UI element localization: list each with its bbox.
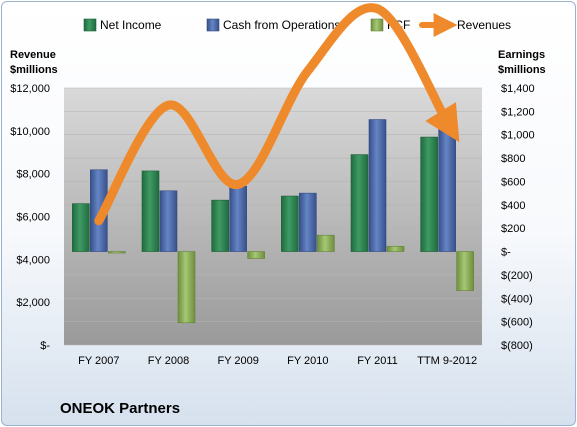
- bar-fcf: [247, 251, 265, 259]
- bar-fcf: [177, 251, 196, 324]
- legend: Net Income Cash from Operations FCF Reve…: [83, 13, 511, 37]
- right-tick-label: $-: [501, 247, 511, 259]
- revenue-point: [446, 121, 448, 123]
- category-label: FY 2011: [357, 355, 398, 367]
- bar-net-income: [350, 154, 369, 252]
- revenue-line: [94, 3, 460, 226]
- bar-net-income: [281, 195, 299, 252]
- category-label: FY 2008: [148, 355, 189, 367]
- right-tick-label: $600: [501, 176, 525, 188]
- category-label: FY 2007: [78, 355, 119, 367]
- right-axis-ticks: $(800) $(600) $(400) $(200) $- $200 $400 $600 $8…: [501, 83, 535, 352]
- right-tick-label: $(400): [501, 293, 533, 305]
- right-tick-label: $1,200: [501, 106, 535, 118]
- right-tick-label: $200: [501, 223, 525, 235]
- left-axis-title-line2: $millions: [10, 64, 58, 76]
- right-tick-label: $1,400: [501, 83, 535, 95]
- legend-label-revenues: Revenues: [457, 18, 511, 32]
- legend-swatch-net-income: [83, 18, 97, 32]
- revenue-point: [237, 183, 239, 185]
- bar-cash-from-operations: [438, 122, 456, 252]
- revenue-point: [168, 104, 169, 106]
- left-axis-title-line1: Revenue: [10, 49, 56, 61]
- category-label: FY 2010: [287, 355, 328, 367]
- bar-net-income: [420, 136, 438, 252]
- bar-fcf: [386, 245, 405, 252]
- legend-label-cash-ops: Cash from Operations: [223, 18, 340, 32]
- left-tick-label: $4,000: [16, 254, 50, 266]
- right-axis-title-line2: $millions: [498, 64, 546, 76]
- left-tick-label: $6,000: [16, 212, 50, 224]
- category-label: TTM 9-2012: [417, 355, 477, 367]
- revenue-point: [307, 70, 309, 72]
- right-tick-label: $(800): [501, 340, 533, 352]
- bar-fcf: [108, 251, 126, 254]
- legend-swatch-fcf: [370, 18, 384, 32]
- revenue-point: [377, 8, 378, 10]
- bar-cash-from-operations: [159, 190, 178, 252]
- bar-fcf: [456, 251, 474, 291]
- right-tick-label: $1,000: [501, 130, 535, 142]
- right-tick-label: $(200): [501, 270, 533, 282]
- bar-cash-from-operations: [299, 192, 317, 252]
- bar-cash-from-operations: [229, 185, 247, 252]
- right-tick-label: $400: [501, 200, 525, 212]
- category-label: FY 2009: [217, 355, 258, 367]
- left-tick-label: $8,000: [16, 169, 50, 181]
- left-tick-label: $10,000: [10, 126, 50, 138]
- bar-net-income: [141, 170, 160, 252]
- left-axis-ticks: $- $2,000 $4,000 $6,000 $8,000 $10,000 $12,000: [10, 83, 50, 352]
- right-tick-label: $(600): [501, 317, 533, 329]
- revenues-line: [94, 3, 460, 226]
- left-tick-label: $2,000: [16, 297, 50, 309]
- right-axis-title-line1: Earnings: [498, 49, 545, 61]
- left-tick-label: $12,000: [10, 83, 50, 95]
- bar-net-income: [211, 199, 229, 252]
- legend-label-net-income: Net Income: [100, 18, 162, 32]
- revenue-point: [98, 220, 100, 222]
- company-name: ONEOK Partners: [60, 400, 180, 417]
- bar-fcf: [317, 234, 335, 252]
- right-tick-label: $800: [501, 153, 525, 165]
- bar-net-income: [72, 203, 90, 252]
- left-tick-label: $-: [40, 340, 50, 352]
- legend-swatch-cash-ops: [206, 18, 220, 32]
- category-labels: FY 2007 FY 2008 FY 2009 FY 2010 FY 2011 TTM 9…: [78, 355, 477, 367]
- bar-cash-from-operations: [368, 119, 387, 252]
